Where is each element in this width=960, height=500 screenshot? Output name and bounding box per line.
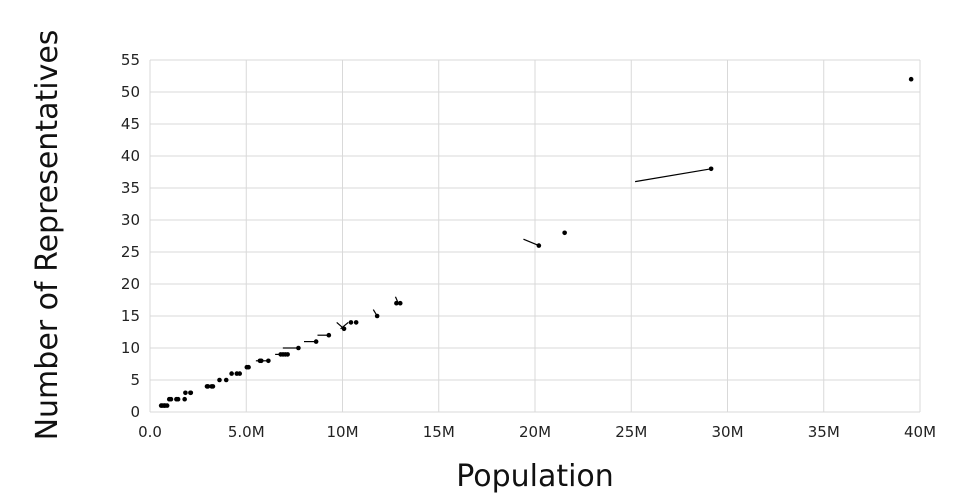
y-tick-label: 5 (130, 371, 140, 389)
data-point (536, 243, 542, 248)
x-tick-label: 20M (519, 423, 551, 441)
x-tick-label: 15M (423, 423, 455, 441)
data-point (237, 371, 243, 376)
data-point (210, 384, 216, 389)
data-point (313, 339, 319, 344)
y-tick-label: 40 (121, 147, 140, 165)
x-tick-label: 5.0M (228, 423, 265, 441)
grid (149, 59, 921, 413)
data-point (223, 377, 229, 383)
data-point (285, 352, 290, 357)
data-point (246, 364, 251, 370)
data-point (229, 371, 234, 376)
x-tick-label: 30M (711, 423, 743, 441)
data-point (562, 230, 567, 236)
y-tick-label: 15 (121, 307, 140, 325)
y-tick-label: 20 (121, 275, 140, 293)
data-point (341, 326, 347, 332)
x-tick-label: 25M (615, 423, 647, 441)
data-segment (635, 168, 712, 183)
data-point (708, 166, 714, 172)
data-point (183, 390, 188, 396)
data-point (394, 300, 399, 306)
y-tick-label: 30 (121, 211, 140, 229)
data-point (348, 320, 354, 325)
y-tick-label: 10 (121, 339, 140, 357)
y-tick-label: 55 (121, 51, 140, 69)
data-point (182, 396, 187, 402)
segments (255, 168, 712, 362)
data-point (397, 300, 403, 306)
data-point (266, 358, 271, 364)
data-point (205, 384, 211, 389)
data-segment (340, 321, 349, 330)
y-tick-label: 50 (121, 83, 140, 101)
y-tick-label: 35 (121, 179, 140, 197)
x-tick-label: 10M (326, 423, 358, 441)
x-tick-labels: 0.0 5.0M 10M 15M 20M 25M 30M 35M 40M (138, 423, 936, 441)
data-point (374, 313, 380, 319)
data-point (168, 396, 174, 402)
data-point (326, 332, 332, 338)
data-point (175, 396, 181, 402)
data-point (188, 390, 194, 396)
y-tick-label: 25 (121, 243, 140, 261)
x-tick-label: 35M (808, 423, 840, 441)
data-point (258, 358, 264, 364)
y-tick-labels: 0 5 10 15 20 25 30 35 40 45 50 55 (121, 51, 140, 421)
data-segment (523, 238, 540, 247)
y-tick-label: 0 (130, 403, 140, 421)
data-point (353, 320, 359, 325)
x-tick-label: 0.0 (138, 423, 162, 441)
data-point (296, 345, 301, 351)
y-axis-title: Number of Representatives (30, 30, 65, 441)
data-point (164, 403, 170, 408)
x-tick-label: 40M (904, 423, 936, 441)
data-points (158, 76, 914, 408)
data-point (908, 76, 914, 82)
x-axis-title: Population (456, 459, 614, 494)
data-point (217, 377, 222, 383)
y-tick-label: 45 (121, 115, 140, 133)
